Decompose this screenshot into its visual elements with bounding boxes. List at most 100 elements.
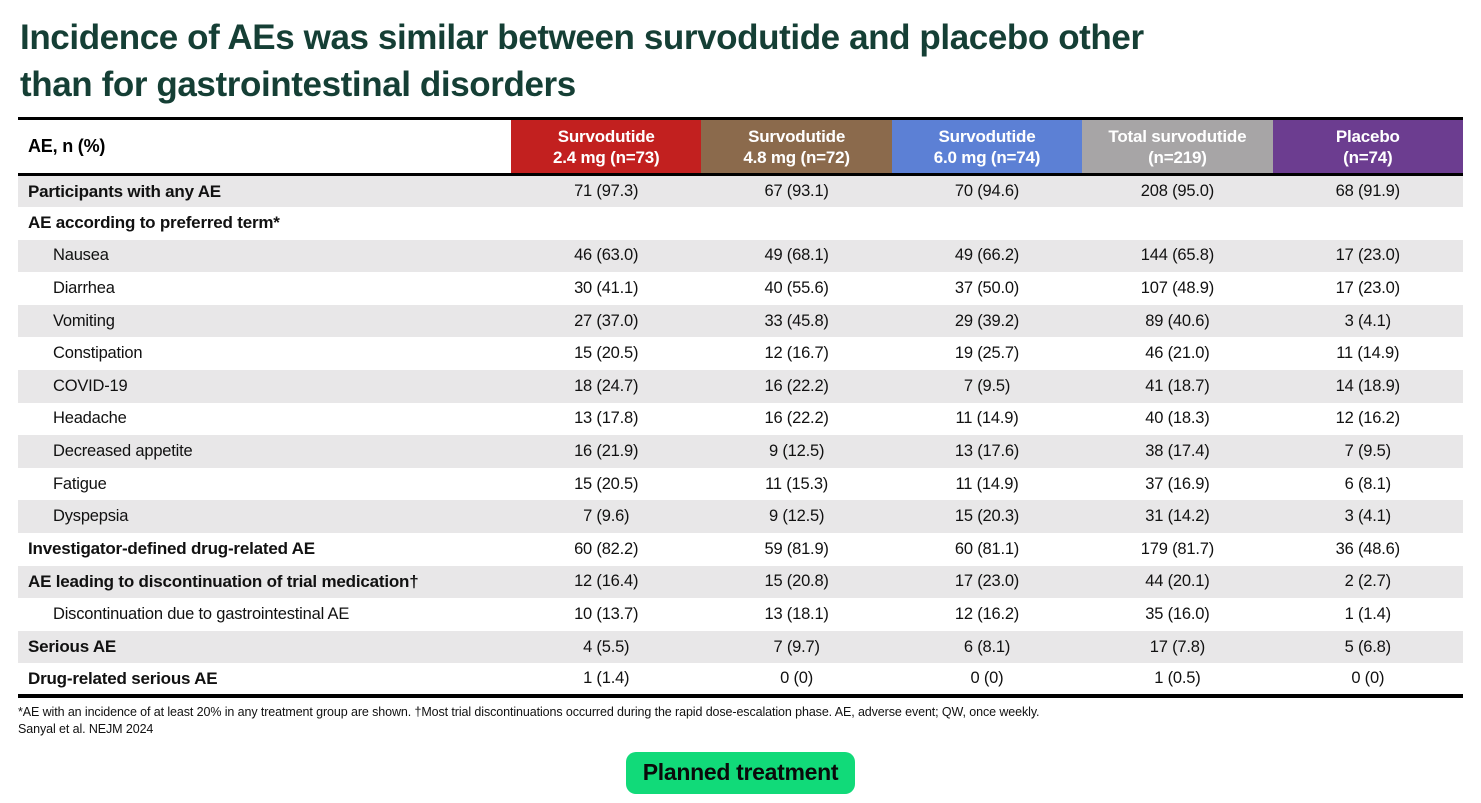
- table-row: Diarrhea 30 (41.1) 40 (55.6) 37 (50.0) 107 (…: [18, 272, 1463, 305]
- cell-value: 12 (16.2): [1335, 409, 1400, 428]
- cell-value: 4 (5.5): [511, 630, 702, 664]
- cell-value: 107 (48.9): [1140, 279, 1214, 298]
- cell-value: 68 (91.9): [1272, 174, 1463, 208]
- cell-value: [892, 207, 1082, 240]
- column-header-line2: (n=74): [1343, 147, 1393, 167]
- table-row: Dyspepsia 7 (9.6) 9 (12.5) 15 (20.3) 31 (14.…: [18, 500, 1463, 534]
- column-header-total-survodutide: Total survodutide (n=219): [1082, 117, 1273, 176]
- row-label: COVID-19: [18, 370, 512, 403]
- column-header-survodutide-2-4mg: Survodutide 2.4 mg (n=73): [511, 117, 702, 176]
- column-header-survodutide-4-8mg: Survodutide 4.8 mg (n=72): [701, 117, 892, 176]
- cell-value: 2 (2.7): [1272, 565, 1463, 599]
- cell-value: 36 (48.6): [1335, 539, 1400, 558]
- cell-value: 17 (23.0): [1335, 279, 1400, 298]
- table-row: Nausea 46 (63.0) 49 (68.1) 49 (66.2) 144 (65…: [18, 239, 1463, 273]
- cell-value: 37 (50.0): [954, 279, 1020, 298]
- cell-value: 59 (81.9): [764, 539, 829, 558]
- cell-value: 208 (95.0): [1082, 174, 1273, 208]
- cell-value: 1 (1.4): [1344, 605, 1391, 624]
- row-label: Headache: [53, 409, 127, 428]
- cell-value: 7 (9.5): [891, 370, 1083, 403]
- cell-value: 19 (25.7): [954, 344, 1020, 363]
- cell-value: 46 (63.0): [511, 239, 702, 273]
- table-row: COVID-19 18 (24.7) 16 (22.2) 7 (9.5) 41 (18.…: [18, 370, 1463, 403]
- source-citation: Sanyal et al. NEJM 2024: [18, 722, 154, 736]
- cell-value: 31 (14.2): [1082, 500, 1273, 534]
- row-label: Vomiting: [18, 304, 512, 338]
- slide: Incidence of AEs was similar between sur…: [0, 14, 1481, 803]
- cell-value: 18 (24.7): [511, 370, 702, 403]
- row-label: Nausea: [18, 239, 512, 273]
- cell-value: 60 (82.2): [574, 539, 639, 558]
- page-title-line1: Incidence of AEs was similar between sur…: [20, 18, 1144, 57]
- header-row: AE, n (%) Survodutide 2.4 mg (n=73) Surv…: [18, 117, 1463, 176]
- cell-value: 12 (16.4): [511, 565, 702, 599]
- cell-value: 40 (18.3): [1145, 409, 1210, 428]
- table-row: AE leading to discontinuation of trial m…: [18, 565, 1463, 599]
- cell-value: 11 (14.9): [955, 409, 1019, 428]
- cell-value: 35 (16.0): [1145, 605, 1210, 624]
- row-label: Fatigue: [53, 474, 107, 493]
- ae-table: AE, n (%) Survodutide 2.4 mg (n=73) Surv…: [18, 117, 1463, 698]
- cell-value: 12 (16.7): [764, 344, 829, 363]
- column-header-survodutide-6-0mg: Survodutide 6.0 mg (n=74): [891, 117, 1083, 176]
- cell-value: 71 (97.3): [511, 174, 702, 208]
- cell-value: 70 (94.6): [891, 174, 1083, 208]
- row-label: Discontinuation due to gastrointestinal …: [53, 605, 350, 624]
- cell-value: [511, 207, 701, 240]
- cell-value: 29 (39.2): [891, 304, 1083, 338]
- cell-value: 3 (4.1): [1272, 500, 1463, 534]
- cell-value: 37 (16.9): [1145, 474, 1210, 493]
- column-header-line1: Placebo: [1335, 126, 1400, 146]
- table-row: AE according to preferred term*: [18, 207, 1463, 240]
- column-header-line2: 2.4 mg (n=73): [552, 147, 660, 167]
- cell-value: [1273, 207, 1463, 240]
- cell-value: 41 (18.7): [1082, 370, 1273, 403]
- cell-value: 6 (8.1): [1344, 474, 1391, 493]
- cell-value: 14 (18.9): [1272, 370, 1463, 403]
- cell-value: 67 (93.1): [701, 174, 892, 208]
- cell-value: 15 (20.3): [891, 500, 1083, 534]
- column-header-line2: (n=219): [1148, 147, 1207, 167]
- cell-value: 49 (66.2): [891, 239, 1083, 273]
- table-row: Vomiting 27 (37.0) 33 (45.8) 29 (39.2) 89 (4…: [18, 304, 1463, 338]
- row-label: Participants with any AE: [18, 174, 512, 208]
- cell-value: 9 (12.5): [701, 500, 892, 534]
- page-title: Incidence of AEs was similar between sur…: [20, 14, 1461, 108]
- cell-value: 33 (45.8): [701, 304, 892, 338]
- table-row: Discontinuation due to gastrointestinal …: [18, 598, 1463, 631]
- cell-value: 5 (6.8): [1272, 630, 1463, 664]
- planned-treatment-button[interactable]: Planned treatment: [625, 752, 856, 794]
- table-row: Fatigue 15 (20.5) 11 (15.3) 11 (14.9) 37 (16…: [18, 468, 1463, 501]
- cell-value: 44 (20.1): [1082, 565, 1273, 599]
- cell-value: 17 (23.0): [1272, 239, 1463, 273]
- cell-value: 1 (0.5): [1082, 663, 1273, 698]
- cell-value: 6 (8.1): [891, 630, 1083, 664]
- cell-value: 15 (20.5): [574, 474, 639, 493]
- cell-value: 9 (12.5): [701, 435, 892, 468]
- row-label: Dyspepsia: [18, 500, 512, 534]
- row-label: Drug-related serious AE: [18, 663, 512, 698]
- column-header-line2: 6.0 mg (n=74): [933, 147, 1041, 167]
- table-row: Serious AE 4 (5.5) 7 (9.7) 6 (8.1) 17 (7.8) 5…: [18, 630, 1463, 664]
- row-label: AE leading to discontinuation of trial m…: [18, 565, 512, 599]
- row-label: Constipation: [53, 344, 143, 363]
- table-row: Headache 13 (17.8) 16 (22.2) 11 (14.9) 40 (1…: [18, 403, 1463, 436]
- cell-value: 0 (0): [891, 663, 1083, 698]
- cell-value: 7 (9.5): [1272, 435, 1463, 468]
- cell-value: 0 (0): [1272, 663, 1463, 698]
- table-row: Investigator-defined drug-related AE 60 (…: [18, 533, 1463, 566]
- page-title-line2: than for gastrointestinal disorders: [20, 65, 576, 104]
- cell-value: 40 (55.6): [764, 279, 829, 298]
- column-header-placebo: Placebo (n=74): [1272, 117, 1463, 176]
- cell-value: 16 (21.9): [511, 435, 702, 468]
- cell-value: 38 (17.4): [1082, 435, 1273, 468]
- row-label: Serious AE: [18, 630, 512, 664]
- row-label: Diarrhea: [53, 279, 115, 298]
- cell-value: 15 (20.5): [574, 344, 639, 363]
- cell-value: 13 (17.6): [891, 435, 1083, 468]
- cell-value: 49 (68.1): [701, 239, 892, 273]
- cell-value: 10 (13.7): [574, 605, 639, 624]
- table-row: Constipation 15 (20.5) 12 (16.7) 19 (25.7) 4…: [18, 337, 1463, 370]
- row-label: Decreased appetite: [18, 435, 512, 468]
